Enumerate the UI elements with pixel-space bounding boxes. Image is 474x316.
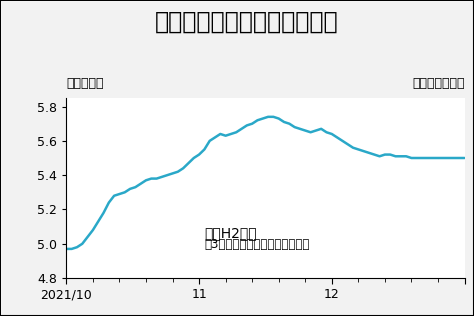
Text: 万円／トン: 万円／トン <box>66 77 104 90</box>
Text: 国内相場の軟調は続きそうだ: 国内相場の軟調は続きそうだ <box>155 9 338 33</box>
Text: 国内H2価格: 国内H2価格 <box>204 227 257 240</box>
Text: （3地区電炉メーカー買値平均）: （3地区電炉メーカー買値平均） <box>204 238 310 251</box>
Text: 産業新聞社調べ: 産業新聞社調べ <box>412 77 465 90</box>
